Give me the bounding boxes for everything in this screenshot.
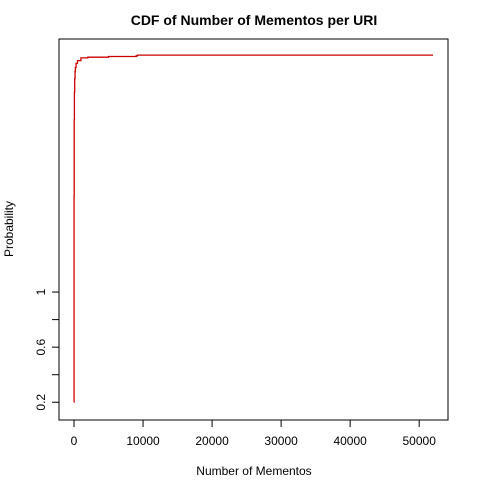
chart-title: CDF of Number of Mementos per URI xyxy=(131,12,378,28)
x-tick-label: 0 xyxy=(71,434,78,448)
x-tick-label: 50000 xyxy=(403,434,437,448)
series-layer xyxy=(73,54,433,403)
x-axis: 0 10000 20000 30000 40000 50000 xyxy=(71,419,437,448)
y-tick-label: 0.6 xyxy=(34,338,48,355)
y-tick-label: 1 xyxy=(34,288,48,295)
y-tick-label: 0.2 xyxy=(34,394,48,411)
x-axis-label: Number of Mementos xyxy=(196,464,311,478)
x-tick-label: 10000 xyxy=(126,434,160,448)
plot-area-border xyxy=(58,38,449,421)
x-tick-label: 20000 xyxy=(195,434,229,448)
y-axis-label: Probability xyxy=(2,201,16,257)
cdf-line xyxy=(73,54,433,403)
y-axis: 0.2 0.6 1 xyxy=(34,288,60,411)
x-tick-label: 40000 xyxy=(333,434,367,448)
x-tick-label: 30000 xyxy=(264,434,298,448)
